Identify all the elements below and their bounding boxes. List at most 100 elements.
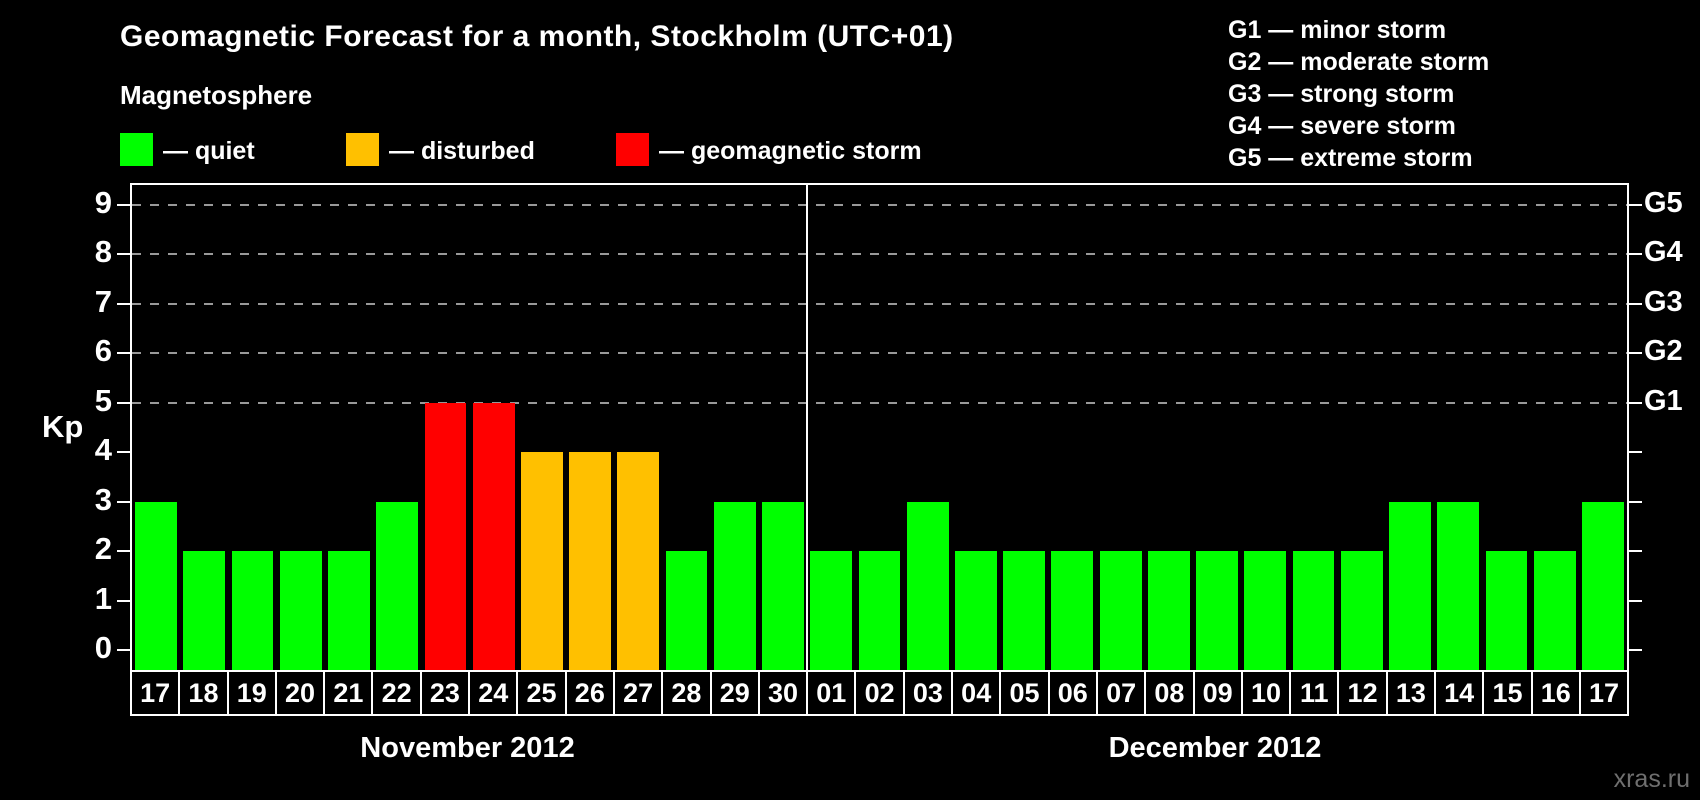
- day-label-cell: 09: [1192, 672, 1241, 714]
- left-tick-kp5: [117, 401, 130, 404]
- day-label-cell: 20: [274, 672, 323, 714]
- y-tick-label-6: 6: [94, 333, 112, 369]
- right-axis-label-g5: G5: [1644, 186, 1683, 219]
- bar-day-14: [1437, 501, 1480, 672]
- g-scale-legend: G1 — minor storm G2 — moderate storm G3 …: [1228, 14, 1489, 174]
- day-label-cell: 14: [1434, 672, 1482, 714]
- right-axis-label-g2: G2: [1644, 335, 1683, 368]
- y-tick-label-5: 5: [94, 382, 112, 418]
- day-label-cell: 17: [1578, 672, 1627, 714]
- left-tick-kp6: [117, 352, 130, 355]
- bar-day-07: [1099, 551, 1142, 672]
- bar-day-10: [1244, 551, 1287, 672]
- bar-day-12: [1340, 551, 1383, 672]
- day-label-cell: 06: [1047, 672, 1096, 714]
- bar-day-05: [1003, 551, 1046, 672]
- day-label-cell: 01: [806, 672, 854, 714]
- left-tick-kp0: [117, 649, 130, 652]
- bar-day-30: [762, 501, 804, 672]
- disturbed-swatch: [346, 133, 379, 166]
- day-label-cell: 17: [140, 677, 171, 708]
- bar-day-17: [135, 501, 177, 672]
- right-tick-kp2: [1629, 550, 1642, 553]
- right-tick-kp6: [1629, 352, 1642, 355]
- y-tick-label-7: 7: [94, 283, 112, 319]
- day-label-cell: 04: [951, 672, 999, 714]
- g4-legend-line: G4 — severe storm: [1228, 112, 1456, 140]
- left-tick-kp3: [117, 500, 130, 503]
- day-label-cell: 28: [661, 672, 709, 714]
- right-axis-g-labels: G5 G4 G3 G2 G1: [1644, 183, 1700, 670]
- day-label-cell: 10: [1240, 672, 1289, 714]
- y-tick-label-8: 8: [94, 234, 112, 270]
- bar-day-09: [1196, 551, 1238, 672]
- bar-day-02: [858, 551, 901, 672]
- bar-day-06: [1051, 551, 1094, 672]
- bar-day-29: [713, 501, 756, 672]
- gridline-kp9: [132, 203, 1627, 206]
- bar-day-23: [424, 402, 467, 672]
- right-tick-kp3: [1629, 500, 1642, 503]
- bar-day-11: [1292, 551, 1335, 672]
- y-tick-label-9: 9: [94, 184, 112, 220]
- day-label-cell: 19: [226, 672, 275, 714]
- g5-legend-line: G5 — extreme storm: [1228, 144, 1473, 172]
- y-tick-label-4: 4: [94, 432, 112, 468]
- bar-day-22: [376, 501, 419, 672]
- day-label-cell: 12: [1337, 672, 1385, 714]
- right-tick-kp8: [1629, 253, 1642, 256]
- y-axis-tick-labels: 0 1 2 3 4 5 6 7 8 9: [0, 183, 112, 670]
- chart-title: Geomagnetic Forecast for a month, Stockh…: [120, 20, 954, 53]
- day-label-cell: 07: [1095, 672, 1144, 714]
- bar-day-04: [955, 551, 997, 672]
- month-label-december: December 2012: [1108, 732, 1322, 764]
- day-label-cell: 16: [1530, 672, 1579, 714]
- quiet-swatch: [120, 133, 153, 166]
- gridline-kp7: [132, 302, 1627, 305]
- right-axis-label-g3: G3: [1644, 285, 1683, 318]
- right-tick-kp4: [1629, 451, 1642, 454]
- storm-legend-label: — geomagnetic storm: [659, 137, 922, 165]
- bar-day-20: [279, 551, 322, 672]
- bar-day-08: [1147, 551, 1190, 672]
- bar-day-13: [1389, 501, 1431, 672]
- right-tick-kp5: [1629, 401, 1642, 404]
- day-label-row: 17 18 19 20 21 22 23 24 25 26 27 28 29 30 01 02 03 04 05 06…: [130, 670, 1629, 716]
- bar-day-16: [1533, 551, 1576, 672]
- y-axis-title: Kp: [42, 409, 84, 444]
- bar-day-28: [665, 551, 708, 672]
- right-tick-kp7: [1629, 302, 1642, 305]
- gridline-kp6: [132, 352, 1627, 355]
- bar-day-21: [328, 551, 370, 672]
- day-label-cell: 22: [371, 672, 419, 714]
- day-label-cell: 11: [1289, 672, 1337, 714]
- bar-day-19: [231, 551, 274, 672]
- day-label-cell: 13: [1385, 672, 1434, 714]
- y-tick-label-1: 1: [94, 580, 112, 616]
- y-tick-label-0: 0: [94, 630, 112, 666]
- left-tick-kp7: [117, 302, 130, 305]
- day-label-cell: 21: [323, 672, 371, 714]
- disturbed-legend-label: — disturbed: [389, 137, 535, 165]
- right-axis-label-g1: G1: [1644, 384, 1683, 417]
- day-label-cell: 18: [178, 672, 226, 714]
- bar-day-27: [617, 452, 660, 672]
- day-label-cell: 30: [757, 672, 806, 714]
- day-label-cell: 24: [468, 672, 516, 714]
- gridline-kp8: [132, 253, 1627, 256]
- g2-legend-line: G2 — moderate storm: [1228, 48, 1490, 76]
- bar-day-01: [810, 551, 853, 672]
- day-label-cell: 29: [709, 672, 758, 714]
- bar-day-24: [472, 402, 515, 672]
- magnetosphere-label: Magnetosphere: [120, 80, 313, 110]
- g3-legend-line: G3 — strong storm: [1228, 80, 1455, 108]
- month-label-november: November 2012: [360, 732, 575, 764]
- bar-day-17: [1581, 501, 1624, 672]
- day-label-cell: 26: [564, 672, 613, 714]
- day-label-cell: 08: [1144, 672, 1192, 714]
- storm-swatch: [616, 133, 649, 166]
- left-tick-kp1: [117, 599, 130, 602]
- right-tick-kp1: [1629, 599, 1642, 602]
- watermark: xras.ru: [1613, 765, 1690, 793]
